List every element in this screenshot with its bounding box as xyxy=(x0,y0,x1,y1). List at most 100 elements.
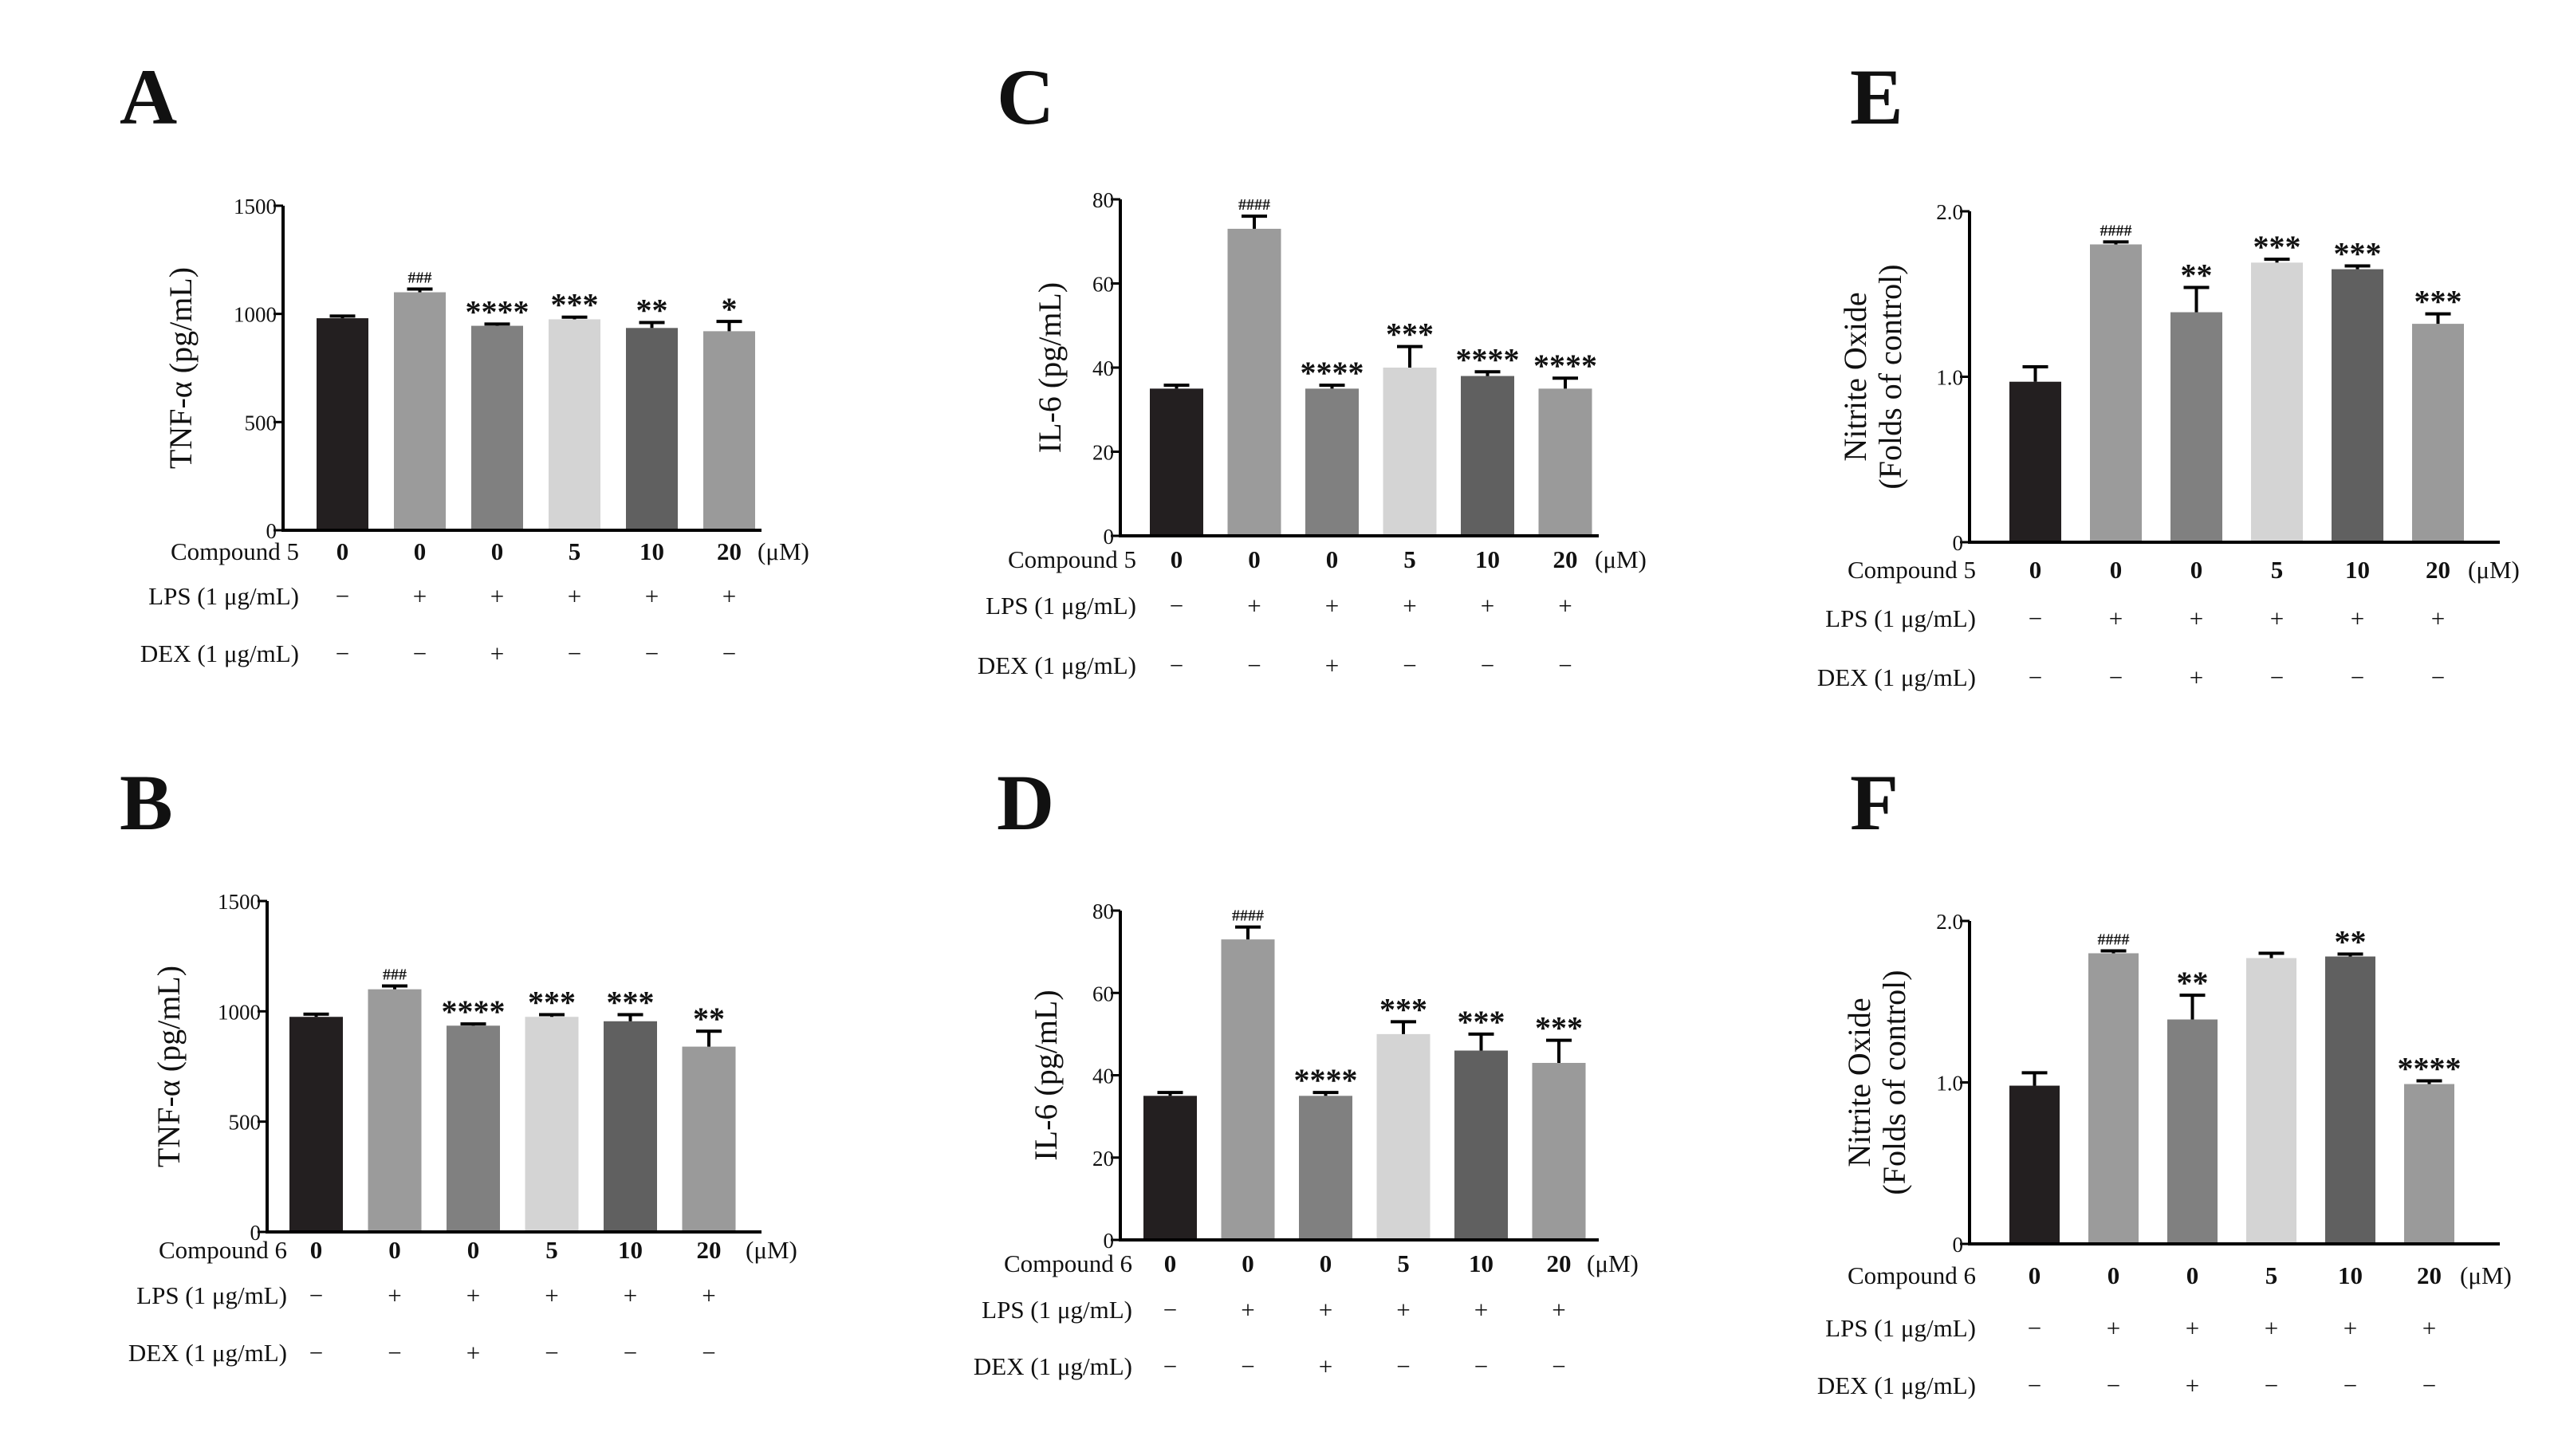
significance-label: *** xyxy=(2414,284,2462,320)
significance-label: *** xyxy=(2253,229,2301,265)
treatment-cell: 10 xyxy=(1469,1249,1494,1277)
bar xyxy=(2170,312,2222,542)
bar xyxy=(394,292,446,530)
y-tick-label: 40 xyxy=(1092,1064,1114,1088)
significance-label: ** xyxy=(693,1001,725,1037)
bar xyxy=(525,1017,579,1232)
y-tick-label: 20 xyxy=(1092,1147,1114,1171)
significance-label: *** xyxy=(607,984,655,1020)
treatment-cell: 0 xyxy=(2107,1261,2120,1289)
y-tick-label: 80 xyxy=(1092,188,1114,212)
treatment-cell: − xyxy=(1170,592,1183,620)
treatment-cell: + xyxy=(2109,604,2123,632)
treatment-row-label: Compound 6 xyxy=(1848,1261,1976,1289)
panel-letter-f: F xyxy=(1850,758,1899,847)
y-tick-label: 1000 xyxy=(218,1000,261,1024)
bar xyxy=(1538,388,1592,536)
significance-label: *** xyxy=(1458,1004,1505,1040)
significance-label: *** xyxy=(1386,317,1434,352)
treatment-cell: + xyxy=(702,1281,715,1309)
treatment-row-label: Compound 6 xyxy=(1004,1249,1132,1277)
bar xyxy=(2009,1085,2060,1244)
treatment-cell: + xyxy=(1396,1296,1410,1324)
treatment-cell: 5 xyxy=(2271,556,2284,584)
y-tick-label: 0 xyxy=(1953,1233,1964,1257)
treatment-cell: + xyxy=(2270,604,2284,632)
treatment-cell: − xyxy=(309,1339,323,1367)
y-tick-label: 0 xyxy=(266,519,277,543)
treatment-cell: − xyxy=(2422,1371,2436,1399)
treatment-cell: 0 xyxy=(414,537,427,565)
significance-label: #### xyxy=(2100,222,2132,239)
y-axis-label: IL-6 (pg/mL) xyxy=(1032,282,1068,453)
significance-label: *** xyxy=(2334,235,2382,271)
y-tick-label: 0 xyxy=(1104,1229,1115,1253)
bar xyxy=(289,1017,343,1232)
treatment-cell: 0 xyxy=(1242,1249,1254,1277)
treatment-cell: 0 xyxy=(2029,556,2042,584)
bar xyxy=(1454,1050,1508,1240)
treatment-cell: + xyxy=(1241,1296,1254,1324)
treatment-cell: + xyxy=(2422,1314,2436,1342)
significance-label: * xyxy=(722,291,738,327)
y-axis-label-line: (Folds of control) xyxy=(1872,264,1908,489)
bar xyxy=(2325,956,2375,1244)
treatment-cell: + xyxy=(2265,1314,2278,1342)
significance-label: #### xyxy=(2098,931,2130,948)
significance-label: ** xyxy=(2335,924,2367,960)
treatment-cell: 20 xyxy=(1547,1249,1572,1277)
treatment-cell: − xyxy=(545,1339,558,1367)
treatment-cell: + xyxy=(388,1281,401,1309)
treatment-cell: 0 xyxy=(2186,1261,2199,1289)
bar xyxy=(703,331,755,530)
treatment-row-label: LPS (1 μg/mL) xyxy=(982,1296,1132,1324)
significance-label: *** xyxy=(551,287,599,323)
treatment-cell: + xyxy=(466,1281,480,1309)
significance-label: **** xyxy=(1533,348,1597,384)
treatment-cell: + xyxy=(2186,1314,2199,1342)
treatment-cell: − xyxy=(1163,1296,1177,1324)
treatment-cell: + xyxy=(490,639,504,667)
unit-label: (μM) xyxy=(758,537,809,565)
treatment-cell: 0 xyxy=(467,1236,480,1264)
significance-label: **** xyxy=(1294,1062,1358,1098)
y-tick-label: 1.0 xyxy=(1936,366,1963,390)
treatment-cell: − xyxy=(1170,651,1183,679)
bar xyxy=(2246,958,2296,1244)
treatment-cell: 0 xyxy=(1248,545,1261,573)
treatment-cell: − xyxy=(388,1339,401,1367)
treatment-cell: − xyxy=(2431,663,2445,691)
treatment-cell: − xyxy=(2265,1371,2278,1399)
treatment-cell: 0 xyxy=(2190,556,2203,584)
treatment-cell: − xyxy=(568,639,581,667)
treatment-row-label: LPS (1 μg/mL) xyxy=(1825,1314,1976,1342)
significance-label: #### xyxy=(1238,196,1270,214)
treatment-cell: − xyxy=(1247,651,1261,679)
treatment-cell: + xyxy=(1325,592,1339,620)
bar xyxy=(1143,1096,1197,1240)
y-axis-label: TNF-α (pg/mL) xyxy=(163,267,199,469)
treatment-cell: 10 xyxy=(618,1236,643,1264)
treatment-cell: 10 xyxy=(2345,556,2370,584)
treatment-cell: + xyxy=(490,582,504,610)
treatment-cell: − xyxy=(1558,651,1572,679)
treatment-cell: 0 xyxy=(336,537,349,565)
significance-label: ### xyxy=(408,269,432,286)
bar xyxy=(317,318,368,530)
significance-label: ** xyxy=(636,293,668,329)
bar xyxy=(2251,262,2303,542)
treatment-cell: + xyxy=(545,1281,558,1309)
y-tick-label: 2.0 xyxy=(1936,200,1963,224)
y-axis-label: Nitrite Oxide(Folds of control) xyxy=(1841,970,1912,1194)
panel-letter-d: D xyxy=(997,758,1054,847)
y-tick-label: 1500 xyxy=(218,890,261,914)
treatment-row-label: DEX (1 μg/mL) xyxy=(140,639,299,667)
treatment-cell: + xyxy=(624,1281,637,1309)
significance-label: ** xyxy=(2177,965,2209,1001)
bar xyxy=(682,1046,736,1232)
treatment-cell: − xyxy=(2107,1371,2120,1399)
y-axis-label: TNF-α (pg/mL) xyxy=(151,966,187,1167)
treatment-cell: + xyxy=(1403,592,1416,620)
significance-label: ### xyxy=(383,966,407,984)
